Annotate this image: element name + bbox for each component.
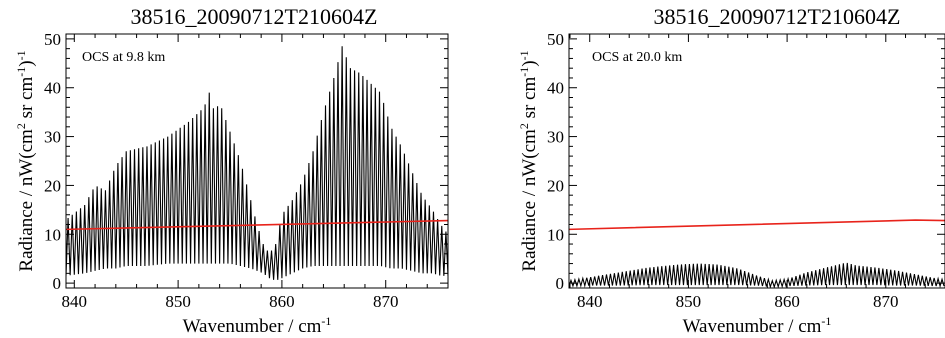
left-y-tick-label: 50 bbox=[44, 30, 61, 49]
right-chart-title: 38516_20090712T210604Z bbox=[654, 4, 901, 29]
right-x-tick-label: 840 bbox=[577, 292, 603, 311]
right-plot-annotation: OCS at 20.0 km bbox=[592, 50, 682, 65]
right-y-tick-label: 10 bbox=[547, 225, 564, 244]
left-baseline-line bbox=[66, 219, 448, 231]
right-y-tick-label: 20 bbox=[547, 176, 564, 195]
right-x-tick-label: 850 bbox=[676, 292, 702, 311]
left-y-tick-label: 30 bbox=[44, 128, 61, 147]
right-baseline-line bbox=[569, 219, 945, 231]
left-plot-frame bbox=[65, 33, 449, 289]
right-spectrum-line bbox=[569, 262, 945, 288]
left-spectrum-line bbox=[66, 46, 448, 280]
right-y-tick-label: 40 bbox=[547, 79, 564, 98]
right-plot-frame bbox=[568, 33, 945, 289]
left-y-tick-label: 20 bbox=[44, 176, 61, 195]
left-y-tick-label: 10 bbox=[44, 225, 61, 244]
left-y-axis-label: Radiance / nW(cm2 sr cm-1)-1 bbox=[14, 50, 37, 271]
right-x-tick-label: 860 bbox=[774, 292, 800, 311]
right-x-axis-label: Wavenumber / cm-1 bbox=[683, 314, 832, 337]
right-y-axis-label: Radiance / nW(cm2 sr cm-1)-1 bbox=[517, 50, 540, 271]
left-x-axis-label: Wavenumber / cm-1 bbox=[183, 314, 332, 337]
left-x-tick-label: 870 bbox=[373, 292, 399, 311]
right-x-tick-label: 870 bbox=[873, 292, 899, 311]
left-x-tick-label: 860 bbox=[269, 292, 295, 311]
right-y-tick-label: 50 bbox=[547, 30, 564, 49]
right-y-tick-label: 30 bbox=[547, 128, 564, 147]
right-y-tick-label: 0 bbox=[556, 274, 565, 293]
right-plot-panel: 38516_20090712T210604Z OCS at 20.0 km Wa… bbox=[517, 4, 945, 337]
left-y-tick-label: 0 bbox=[53, 274, 62, 293]
left-y-tick-label: 40 bbox=[44, 79, 61, 98]
left-x-tick-label: 840 bbox=[62, 292, 88, 311]
left-chart-title: 38516_20090712T210604Z bbox=[131, 4, 378, 29]
left-plot-panel: 38516_20090712T210604Z OCS at 9.8 km Wav… bbox=[14, 4, 449, 337]
left-plot-annotation: OCS at 9.8 km bbox=[82, 50, 165, 65]
left-x-tick-label: 850 bbox=[165, 292, 191, 311]
